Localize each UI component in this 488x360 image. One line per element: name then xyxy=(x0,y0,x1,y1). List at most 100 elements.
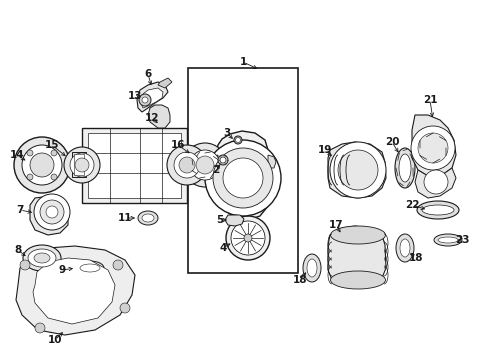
Bar xyxy=(187,68,297,273)
Circle shape xyxy=(120,303,130,313)
Text: 22: 22 xyxy=(404,200,418,210)
Polygon shape xyxy=(215,131,269,220)
Circle shape xyxy=(167,145,206,185)
Polygon shape xyxy=(411,115,455,176)
Circle shape xyxy=(423,170,447,194)
Ellipse shape xyxy=(23,245,61,271)
Circle shape xyxy=(75,158,89,172)
Text: 17: 17 xyxy=(328,220,343,230)
Text: 14: 14 xyxy=(10,150,24,160)
Polygon shape xyxy=(141,88,163,108)
Circle shape xyxy=(34,194,70,230)
Circle shape xyxy=(190,150,220,180)
Ellipse shape xyxy=(421,205,453,215)
Circle shape xyxy=(225,216,269,260)
Ellipse shape xyxy=(437,237,457,243)
Text: 3: 3 xyxy=(223,128,230,138)
Polygon shape xyxy=(327,226,385,288)
Circle shape xyxy=(417,133,447,163)
Text: 15: 15 xyxy=(45,140,59,150)
Bar xyxy=(82,128,186,203)
Circle shape xyxy=(20,260,30,270)
Circle shape xyxy=(183,143,226,187)
Circle shape xyxy=(174,152,200,178)
Circle shape xyxy=(213,148,272,208)
Circle shape xyxy=(46,206,58,218)
Circle shape xyxy=(113,260,123,270)
Polygon shape xyxy=(30,196,68,235)
Circle shape xyxy=(220,157,225,163)
Circle shape xyxy=(223,158,263,198)
Text: 5: 5 xyxy=(216,215,223,225)
Polygon shape xyxy=(148,105,170,128)
Circle shape xyxy=(179,157,195,173)
Ellipse shape xyxy=(142,214,154,222)
Ellipse shape xyxy=(416,201,458,219)
Bar xyxy=(72,152,86,177)
Text: 2: 2 xyxy=(212,165,219,175)
Polygon shape xyxy=(327,142,385,198)
Polygon shape xyxy=(158,78,172,88)
Circle shape xyxy=(244,234,251,242)
Ellipse shape xyxy=(34,253,50,263)
Circle shape xyxy=(204,140,281,216)
Circle shape xyxy=(230,221,264,255)
Text: 6: 6 xyxy=(144,69,151,79)
Text: 11: 11 xyxy=(118,213,132,223)
Bar xyxy=(88,133,181,198)
Text: 21: 21 xyxy=(422,95,436,105)
Polygon shape xyxy=(414,168,455,198)
Text: 12: 12 xyxy=(144,113,159,123)
Circle shape xyxy=(35,323,45,333)
Text: 20: 20 xyxy=(384,137,398,147)
Circle shape xyxy=(329,142,385,198)
Ellipse shape xyxy=(330,271,385,289)
Ellipse shape xyxy=(76,261,104,275)
Circle shape xyxy=(22,145,62,185)
Circle shape xyxy=(234,136,242,144)
Bar xyxy=(74,154,84,175)
Text: 16: 16 xyxy=(170,140,185,150)
Circle shape xyxy=(70,153,94,177)
Text: 13: 13 xyxy=(127,91,142,101)
Polygon shape xyxy=(209,155,218,168)
Ellipse shape xyxy=(399,239,409,257)
Text: 9: 9 xyxy=(59,265,65,275)
Text: 18: 18 xyxy=(292,275,306,285)
Ellipse shape xyxy=(394,148,414,188)
Circle shape xyxy=(235,138,240,143)
Text: 19: 19 xyxy=(317,145,331,155)
Circle shape xyxy=(51,174,57,180)
Ellipse shape xyxy=(398,154,410,182)
Ellipse shape xyxy=(28,249,56,267)
Ellipse shape xyxy=(138,211,158,225)
Text: 10: 10 xyxy=(48,335,62,345)
Ellipse shape xyxy=(306,259,316,277)
Circle shape xyxy=(139,94,151,106)
Ellipse shape xyxy=(433,234,461,246)
Circle shape xyxy=(337,150,377,190)
Text: 18: 18 xyxy=(408,253,423,263)
Circle shape xyxy=(142,97,148,103)
Polygon shape xyxy=(137,82,168,112)
Circle shape xyxy=(27,150,33,156)
Circle shape xyxy=(51,150,57,156)
Circle shape xyxy=(27,174,33,180)
Polygon shape xyxy=(33,258,115,324)
Text: 23: 23 xyxy=(454,235,468,245)
Circle shape xyxy=(196,156,214,174)
Circle shape xyxy=(14,137,70,193)
Circle shape xyxy=(40,200,64,224)
Polygon shape xyxy=(267,155,275,168)
Circle shape xyxy=(64,147,100,183)
Text: 7: 7 xyxy=(16,205,23,215)
Ellipse shape xyxy=(395,234,413,262)
Polygon shape xyxy=(16,246,135,335)
Text: 4: 4 xyxy=(219,243,226,253)
Ellipse shape xyxy=(80,264,100,272)
Circle shape xyxy=(218,155,227,165)
Circle shape xyxy=(410,126,454,170)
Circle shape xyxy=(30,153,54,177)
Polygon shape xyxy=(224,215,244,226)
Ellipse shape xyxy=(303,254,320,282)
